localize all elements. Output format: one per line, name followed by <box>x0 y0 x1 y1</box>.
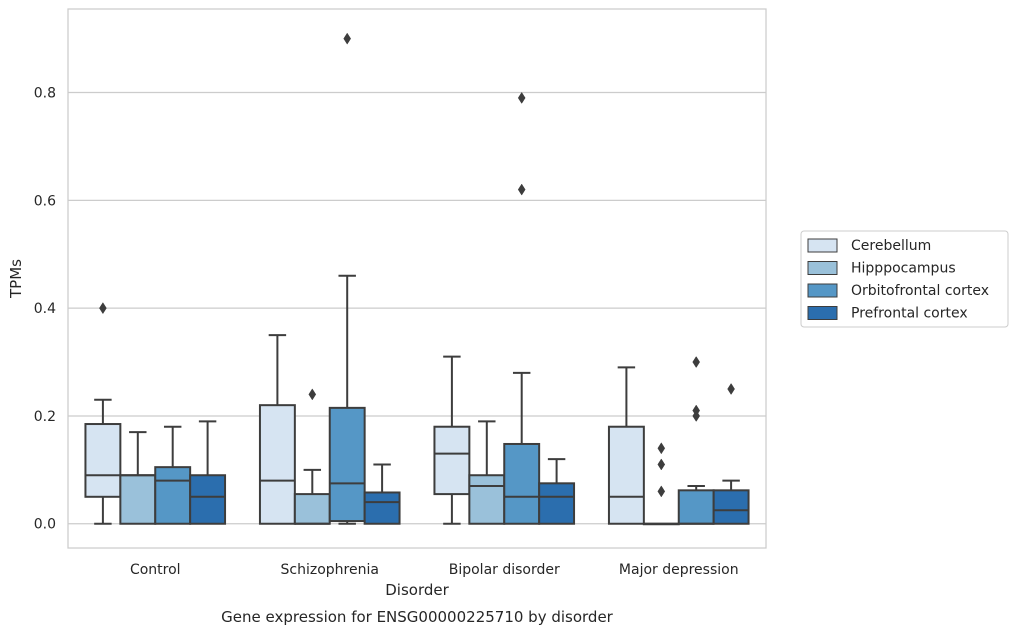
outlier-point <box>517 183 526 196</box>
box-body <box>154 466 192 525</box>
legend-swatch <box>807 283 838 298</box>
outlier-point <box>692 356 700 369</box>
outlier-point <box>99 302 107 315</box>
box-0-0 <box>84 302 122 525</box>
outlier-point <box>343 32 351 45</box>
box-3-3 <box>712 383 750 525</box>
legend-label: Cerebellum <box>851 238 931 254</box>
box-body <box>189 474 227 525</box>
legend-label: Hipppocampus <box>851 261 956 277</box>
outlier-point <box>308 388 317 401</box>
outlier-point <box>657 485 666 498</box>
box-1-0 <box>258 334 296 525</box>
y-tick-label: 0.6 <box>34 193 56 209</box>
box-2-2 <box>503 91 541 525</box>
x-tick-labels: Control Schizophrenia Bipolar disorder Majo… <box>130 562 739 578</box>
box-body <box>293 493 331 525</box>
x-tick-label: Bipolar disorder <box>449 562 560 578</box>
box-1-3 <box>363 463 401 525</box>
plot-frame <box>67 8 767 549</box>
outlier-point <box>517 91 526 104</box>
box-2-1 <box>468 420 506 525</box>
x-tick-label: Schizophrenia <box>281 562 379 578</box>
box-body <box>503 442 541 525</box>
box-1-1 <box>293 388 331 525</box>
y-tick-label: 0.4 <box>34 301 56 317</box>
box-body <box>258 404 296 525</box>
box-0-3 <box>189 420 227 525</box>
box-body <box>363 491 401 525</box>
outlier-point <box>657 458 666 471</box>
y-tick-label: 0.8 <box>34 86 56 102</box>
box-3-1 <box>642 442 680 526</box>
box-body <box>607 425 645 525</box>
legend-frame <box>800 230 1009 328</box>
outlier-point <box>727 383 735 395</box>
legend-swatch <box>807 238 838 253</box>
legend-swatch <box>807 261 838 275</box>
box-2-3 <box>538 458 576 525</box>
legend: Cerebellum Hipppocampus Orbitofrontal cort… <box>800 230 1009 328</box>
box-3-0 <box>607 366 645 525</box>
box-body <box>712 489 750 525</box>
box-body <box>677 489 715 525</box>
box-3-2 <box>677 356 715 525</box>
x-tick-label: Major depression <box>619 562 739 578</box>
chart-caption: Gene expression for ENSG00000225710 by d… <box>221 608 614 626</box>
outlier-point <box>692 404 700 417</box>
box-body <box>468 474 506 525</box>
legend-label: Orbitofrontal cortex <box>851 283 989 299</box>
legend-label: Prefrontal cortex <box>851 306 968 322</box>
y-tick-labels: 0.0 0.2 0.4 0.6 0.8 <box>34 86 56 533</box>
x-axis-title: Disorder <box>385 581 449 599</box>
box-body <box>84 423 122 498</box>
y-axis-title: TPMs <box>7 259 25 299</box>
box-1-2 <box>328 32 366 525</box>
box-0-2 <box>154 425 192 525</box>
y-tick-label: 0.2 <box>34 409 56 425</box>
box-2-0 <box>433 355 471 525</box>
box-body <box>119 474 157 525</box>
box-body <box>538 482 576 525</box>
y-tick-label: 0.0 <box>34 517 56 533</box>
x-tick-label: Control <box>130 562 181 578</box>
legend-swatch <box>807 306 838 320</box>
box-body <box>433 425 471 496</box>
box-0-1 <box>119 431 157 525</box>
box-body <box>328 406 366 523</box>
boxes <box>84 32 750 526</box>
outlier-point <box>657 442 666 455</box>
